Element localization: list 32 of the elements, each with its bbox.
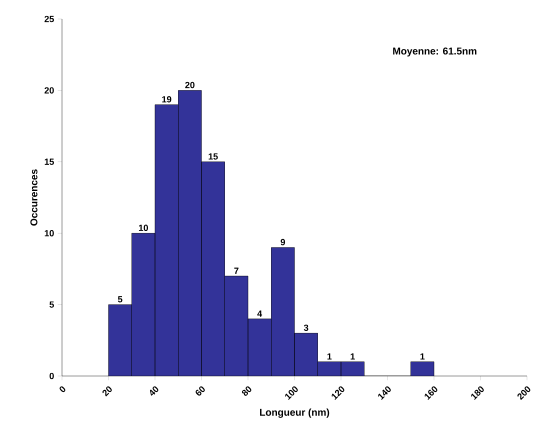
x-tick-label: 180 <box>471 386 484 400</box>
x-tick-label: 140 <box>378 386 391 400</box>
x-tick-label: 160 <box>424 386 438 400</box>
data-label: 1 <box>350 353 355 360</box>
data-label: 1 <box>420 353 425 360</box>
annotation: Moyenne: 61.5nm <box>393 48 476 57</box>
y-tick-label: 25 <box>44 16 54 22</box>
data-label: 20 <box>185 82 194 88</box>
data-label: 19 <box>162 96 172 102</box>
y-tick-label: 0 <box>50 372 54 380</box>
x-axis-title: Longueur (nm) <box>260 408 330 418</box>
data-label: 9 <box>280 238 286 246</box>
y-tick-label: 10 <box>44 230 54 236</box>
data-label: 4 <box>257 310 262 317</box>
y-tick-label: 20 <box>44 87 54 94</box>
data-label: 10 <box>138 224 148 232</box>
data-label: 1 <box>327 353 332 360</box>
x-tick-label: 100 <box>285 386 298 400</box>
data-label: 15 <box>208 153 218 160</box>
y-axis-title: Occurences <box>30 169 38 226</box>
x-tick-label: 200 <box>517 386 530 400</box>
x-tick-label: 20 <box>102 386 112 396</box>
x-tick-label: 120 <box>332 386 344 400</box>
x-tick-label: 80 <box>242 386 252 396</box>
data-label: 3 <box>304 324 308 331</box>
data-label: 5 <box>118 296 122 302</box>
data-label: 7 <box>234 268 238 274</box>
x-tick-label: 40 <box>150 386 158 396</box>
y-tick-label: 15 <box>44 158 54 165</box>
x-tick-label: 60 <box>196 386 205 396</box>
y-tick-label: 5 <box>50 301 54 308</box>
x-tick-label: 0 <box>60 386 66 392</box>
